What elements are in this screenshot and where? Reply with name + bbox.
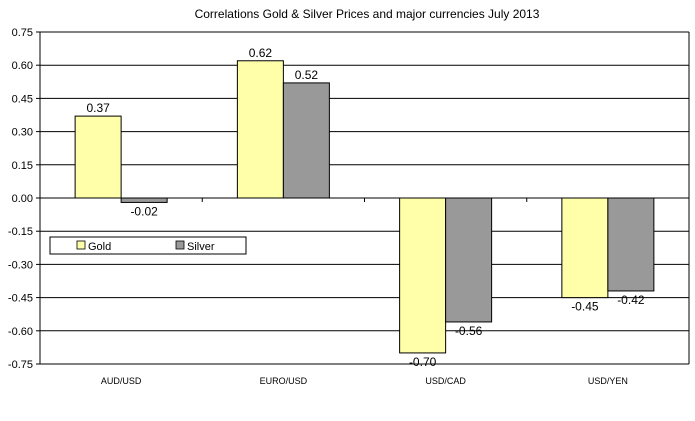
data-label: -0.56 (455, 324, 483, 338)
data-label: -0.70 (409, 355, 437, 369)
bar-silver (120, 197, 168, 203)
y-tick-label: 0.75 (12, 27, 33, 39)
x-tick-label: AUD/USD (101, 376, 142, 386)
legend-label-silver: Silver (187, 241, 215, 253)
y-tick-label: 0.00 (12, 193, 33, 205)
bar-silver (607, 197, 655, 292)
data-label: 0.62 (249, 46, 273, 60)
y-tick-label: 0.45 (12, 93, 33, 105)
bar-silver (445, 197, 493, 323)
bar-gold (236, 60, 284, 199)
y-tick-label: 0.60 (12, 60, 33, 72)
y-tick-label: -0.60 (8, 326, 33, 338)
bar-gold (74, 115, 122, 199)
data-label: 0.37 (86, 101, 110, 115)
x-tick-label: USD/YEN (588, 376, 628, 386)
data-label: 0.52 (295, 68, 319, 82)
y-tick-label: -0.45 (8, 293, 33, 305)
y-tick-label: 0.30 (12, 127, 33, 139)
data-label: -0.45 (571, 300, 599, 314)
bar-gold (399, 197, 447, 354)
legend-swatch-silver (175, 240, 185, 250)
legend-swatch-gold (76, 240, 86, 250)
data-label: -0.02 (130, 204, 158, 218)
y-tick-label: -0.75 (8, 359, 33, 371)
y-tick-label: -0.15 (8, 226, 33, 238)
chart-title: Correlations Gold & Silver Prices and ma… (195, 7, 540, 21)
legend: Gold Silver (49, 236, 247, 255)
bar-gold (561, 197, 609, 299)
y-tick-label: -0.30 (8, 259, 33, 271)
x-tick-label: EURO/USD (260, 376, 308, 386)
bar-silver (282, 82, 330, 199)
x-tick-label: USD/CAD (425, 376, 466, 386)
legend-label-gold: Gold (88, 241, 111, 253)
y-tick-label: 0.15 (12, 160, 33, 172)
data-label: -0.42 (617, 293, 645, 307)
